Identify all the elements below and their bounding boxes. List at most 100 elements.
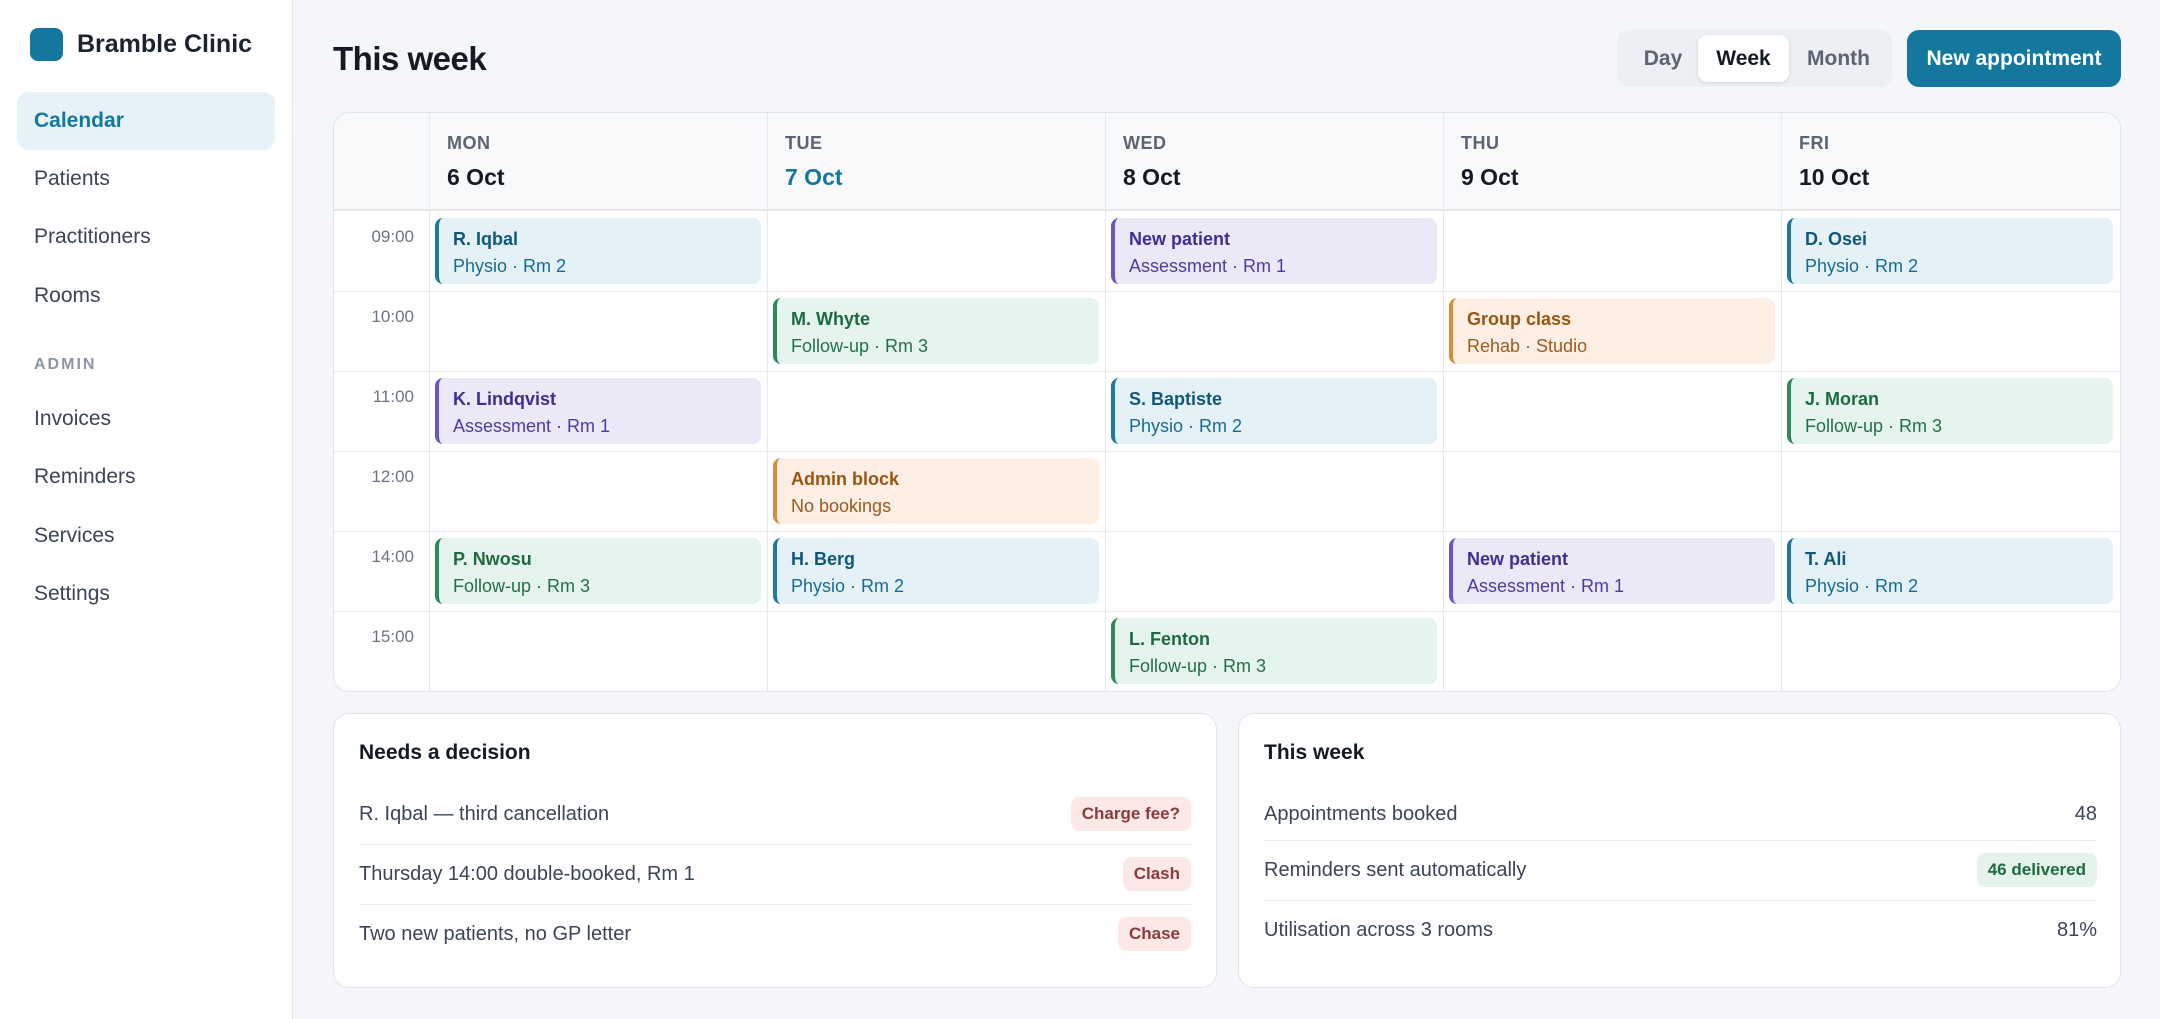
week-calendar: MON 6 Oct TUE 7 Oct WED 8 Oct THU 9 Oct … xyxy=(333,112,2121,692)
appointment-detail: Physio · Rm 2 xyxy=(1805,576,1919,596)
time-label: 12:00 xyxy=(371,467,414,486)
appointment-title: P. Nwosu xyxy=(453,549,532,569)
appointment-card[interactable]: T. Ali Physio · Rm 2 xyxy=(1787,538,2113,604)
day-name: THU xyxy=(1461,133,1500,153)
appointment-title: J. Moran xyxy=(1805,389,1880,409)
clash-button[interactable]: Clash xyxy=(1122,857,1191,891)
day-header-thu[interactable]: THU 9 Oct xyxy=(1461,133,1519,191)
appointment-card[interactable]: J. Moran Follow-up · Rm 3 xyxy=(1787,378,2113,444)
appointment-card[interactable]: D. Osei Physio · Rm 2 xyxy=(1787,218,2113,284)
day-name: FRI xyxy=(1799,133,1830,153)
appointment-detail: Assessment · Rm 1 xyxy=(1467,576,1625,596)
brand[interactable]: Bramble Clinic xyxy=(30,27,253,61)
summary-item: Utilisation across 3 rooms 81% xyxy=(1264,900,2097,960)
appointment-card[interactable]: M. Whyte Follow-up · Rm 3 xyxy=(773,298,1099,364)
divider xyxy=(359,904,1191,905)
appointment-detail: Physio · Rm 2 xyxy=(453,256,567,276)
appointment-card[interactable]: P. Nwosu Follow-up · Rm 3 xyxy=(435,538,761,604)
decision-text: Two new patients, no GP letter xyxy=(359,922,632,945)
time-label: 10:00 xyxy=(371,307,414,326)
appointment-detail: Follow-up · Rm 3 xyxy=(791,336,929,356)
appointment-detail: Assessment · Rm 1 xyxy=(1129,256,1287,276)
appointment-title: R. Iqbal xyxy=(453,229,519,249)
appointment-card[interactable]: K. Lindqvist Assessment · Rm 1 xyxy=(435,378,761,444)
appointment-card[interactable]: New patient Assessment · Rm 1 xyxy=(1111,218,1437,284)
sidebar-item-services[interactable]: Services xyxy=(34,524,115,547)
appointment-card[interactable]: R. Iqbal Physio · Rm 2 xyxy=(435,218,761,284)
appointment-title: H. Berg xyxy=(791,549,856,569)
brand-name: Bramble Clinic xyxy=(77,29,253,58)
appointment-detail: Follow-up · Rm 3 xyxy=(453,576,591,596)
page-title: This week xyxy=(333,40,487,77)
chase-button[interactable]: Chase xyxy=(1117,917,1191,951)
view-switcher: Day Week Month xyxy=(1617,30,1892,87)
appointment-detail: Follow-up · Rm 3 xyxy=(1805,416,1943,436)
appointment-title: M. Whyte xyxy=(791,309,870,329)
summary-label: Appointments booked xyxy=(1264,802,1458,825)
appointment-card[interactable]: New patient Assessment · Rm 1 xyxy=(1449,538,1775,604)
appointment-detail: Rehab · Studio xyxy=(1467,336,1588,356)
time-label: 15:00 xyxy=(371,627,414,646)
sidebar-item-invoices[interactable]: Invoices xyxy=(34,407,112,430)
day-header-wed[interactable]: WED 8 Oct xyxy=(1123,133,1181,191)
appointment-detail: Physio · Rm 2 xyxy=(791,576,905,596)
appointment-detail: Physio · Rm 2 xyxy=(1805,256,1919,276)
day-date: 8 Oct xyxy=(1123,164,1181,190)
decision-item: R. Iqbal — third cancellation Charge fee… xyxy=(359,784,1191,844)
divider xyxy=(1264,900,2097,901)
summary-item: Appointments booked 48 xyxy=(1264,784,2097,844)
view-week-button[interactable]: Week xyxy=(1698,35,1789,82)
day-date: 10 Oct xyxy=(1799,164,1870,190)
day-name: WED xyxy=(1123,133,1167,153)
summary-label: Utilisation across 3 rooms xyxy=(1264,918,1493,941)
day-name: TUE xyxy=(785,133,823,153)
calendar-header xyxy=(334,113,2120,211)
new-appointment-button[interactable]: New appointment xyxy=(1907,30,2121,87)
decision-text: R. Iqbal — third cancellation xyxy=(359,802,610,825)
charge-fee-button[interactable]: Charge fee? xyxy=(1070,797,1191,831)
summary-value: 48 xyxy=(2074,802,2097,825)
clinic-logo-icon xyxy=(30,27,63,61)
sidebar: Bramble Clinic Calendar Patients Practit… xyxy=(0,0,293,1019)
sidebar-item-patients[interactable]: Patients xyxy=(34,167,110,190)
divider xyxy=(1264,840,2097,841)
day-header-fri[interactable]: FRI 10 Oct xyxy=(1799,133,1869,191)
appointment-title: K. Lindqvist xyxy=(453,389,556,409)
appointment-title: New patient xyxy=(1467,549,1569,569)
summary-label: Reminders sent automatically xyxy=(1264,858,1527,881)
time-label: 09:00 xyxy=(371,227,414,246)
decisions-panel: Needs a decision R. Iqbal — third cancel… xyxy=(333,713,1217,988)
decision-item: Thursday 14:00 double-booked, Rm 1 Clash xyxy=(359,844,1191,904)
day-date: 6 Oct xyxy=(447,164,505,190)
decision-item: Two new patients, no GP letter Chase xyxy=(359,904,1191,964)
appointment-card[interactable]: L. Fenton Follow-up · Rm 3 xyxy=(1111,618,1437,684)
appointment-title: T. Ali xyxy=(1805,549,1847,569)
time-label: 14:00 xyxy=(371,547,414,566)
summary-panel: This week Appointments booked 48 Reminde… xyxy=(1238,713,2121,988)
summary-item: Reminders sent automatically 46 delivere… xyxy=(1264,840,2097,900)
day-header-mon[interactable]: MON 6 Oct xyxy=(447,133,505,191)
appointment-title: New patient xyxy=(1129,229,1231,249)
sidebar-item-settings[interactable]: Settings xyxy=(34,582,110,605)
appointment-title: Admin block xyxy=(791,469,900,489)
appointment-card[interactable]: Group class Rehab · Studio xyxy=(1449,298,1775,364)
day-header-tue[interactable]: TUE 7 Oct xyxy=(785,133,843,191)
divider xyxy=(359,844,1191,845)
summary-value: 81% xyxy=(2056,918,2097,941)
sidebar-item-calendar[interactable]: Calendar xyxy=(17,92,275,150)
view-day-button[interactable]: Day xyxy=(1643,46,1683,70)
sidebar-item-practitioners[interactable]: Practitioners xyxy=(34,225,151,248)
view-month-button[interactable]: Month xyxy=(1807,46,1870,70)
sidebar-section-admin: ADMIN xyxy=(34,356,97,373)
appointment-detail: No bookings xyxy=(791,496,892,516)
appointment-title: L. Fenton xyxy=(1129,629,1210,649)
appointment-card[interactable]: S. Baptiste Physio · Rm 2 xyxy=(1111,378,1437,444)
panel-title: Needs a decision xyxy=(359,741,531,764)
appointment-title: D. Osei xyxy=(1805,229,1868,249)
appointment-detail: Physio · Rm 2 xyxy=(1129,416,1243,436)
sidebar-item-rooms[interactable]: Rooms xyxy=(34,284,101,307)
sidebar-item-reminders[interactable]: Reminders xyxy=(34,465,136,488)
appointment-card[interactable]: H. Berg Physio · Rm 2 xyxy=(773,538,1099,604)
day-date-today: 7 Oct xyxy=(785,164,843,190)
appointment-card[interactable]: Admin block No bookings xyxy=(773,458,1099,524)
